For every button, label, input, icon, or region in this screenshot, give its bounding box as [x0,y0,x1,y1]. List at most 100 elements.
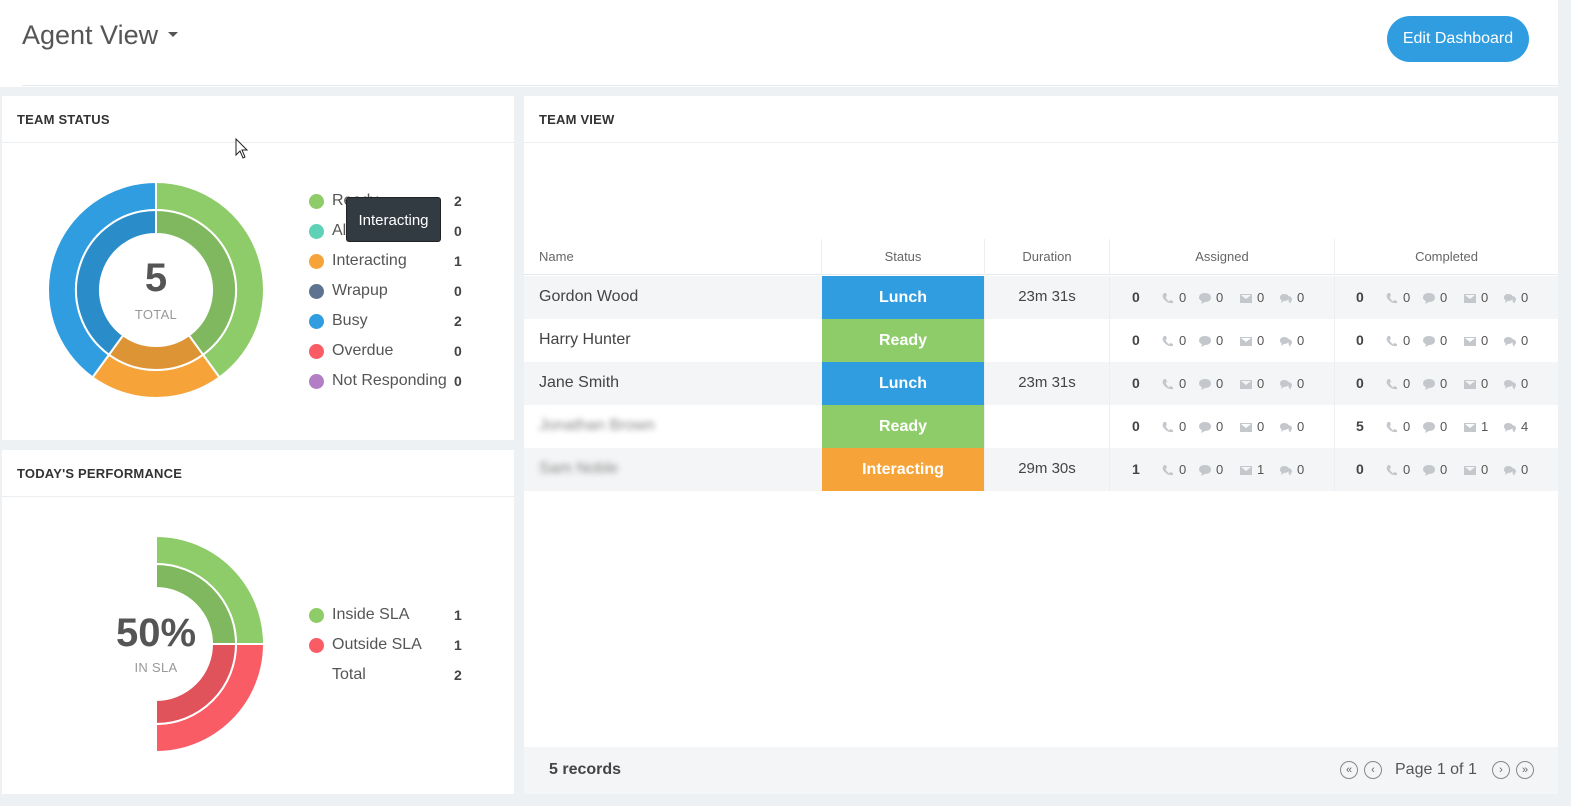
legend-item[interactable]: Inside SLA 1 [309,601,479,631]
column-separator [1334,405,1335,448]
legend-item[interactable]: Ready2 [309,187,479,217]
view-selector[interactable]: Agent View [22,20,179,51]
email-count-value: 0 [1481,462,1489,477]
legend-item[interactable]: Wrapup 0 [309,277,479,307]
message-count-value: 0 [1521,376,1529,391]
message-bubbles-icon [1504,423,1516,433]
completed-total: 0 [1356,289,1364,305]
performance-slice-inner-outside-sla [155,643,238,726]
chat-bubble-icon [1423,336,1435,347]
column-duration[interactable]: Duration [1022,249,1072,264]
table-row[interactable]: Jonathan Brown Ready 0 0 0 0 0 5 0 0 1 4 [524,405,1558,448]
page-indicator: Page 1 of 1 [1395,761,1477,778]
message-bubbles-icon [1504,294,1516,304]
voice-count-value: 0 [1179,462,1187,477]
legend-count: 2 [454,667,462,683]
legend-dot-icon [309,314,324,329]
legend-dot-icon [309,608,324,623]
header-divider [22,85,1558,86]
performance-card: TODAY'S PERFORMANCE 50% IN SLA Inside SL… [2,450,514,794]
phone-icon [1162,293,1173,304]
legend-item[interactable]: Not Responding 0 [309,367,479,397]
chat-count-value: 0 [1440,462,1448,477]
legend-item[interactable]: Busy 2 [309,307,479,337]
chat-count-value: 0 [1440,290,1448,305]
column-name[interactable]: Name [539,249,574,264]
legend-item[interactable]: Outside SLA 1 [309,631,479,661]
table-row[interactable]: Harry Hunter Ready 0 0 0 0 0 0 0 0 0 0 [524,319,1558,362]
status-duration: 23m 31s [1018,288,1076,305]
assigned-total: 0 [1132,375,1140,391]
team-view-title: TEAM VIEW [539,112,615,127]
next-page-icon[interactable]: › [1492,761,1510,779]
completed-total: 0 [1356,332,1364,348]
completed-counts: 5 0 0 1 4 [1356,418,1566,436]
team-status-donut[interactable] [46,180,266,400]
email-count-value: 1 [1257,462,1265,477]
edit-dashboard-button[interactable]: Edit Dashboard [1387,16,1529,62]
column-separator [821,239,822,275]
legend-item[interactable]: Total 2 [309,661,479,691]
sla-percent-label: IN SLA [134,660,178,675]
chat-bubble-icon [1423,465,1435,476]
legend-label: Total [332,666,366,683]
performance-donut[interactable] [46,534,266,754]
chat-count-value: 0 [1440,419,1448,434]
agent-name: Sam Noble [539,460,619,477]
legend-label: Interacting [332,252,407,269]
envelope-icon [1240,294,1252,303]
legend-label: Overdue [332,342,394,359]
legend-item[interactable]: Interacting 1 [309,247,479,277]
phone-icon [1386,422,1397,433]
voice-count-value: 0 [1403,419,1411,434]
table-row[interactable]: Jane Smith Lunch 23m 31s 0 0 0 0 0 0 0 0 0 0 [524,362,1558,405]
phone-icon [1162,336,1173,347]
sla-percent-value: 50% [115,611,197,655]
message-count-value: 0 [1297,333,1305,348]
column-separator [1334,448,1335,491]
email-count-value: 0 [1481,290,1489,305]
column-separator [1334,319,1335,362]
column-separator [984,319,985,362]
message-count-value: 0 [1297,419,1305,434]
first-page-icon[interactable]: « [1340,761,1358,779]
status-duration: 29m 30s [1018,460,1076,477]
column-status[interactable]: Status [884,249,922,264]
message-bubbles-icon [1280,380,1292,390]
top-bar: Agent View Edit Dashboard [0,0,1558,87]
column-completed[interactable]: Completed [1415,249,1478,264]
assigned-counts: 0 0 0 0 0 [1132,289,1342,307]
chat-count-value: 0 [1216,462,1224,477]
table-row[interactable]: Gordon Wood Lunch 23m 31s 0 0 0 0 0 0 0 0 0 0 [524,276,1558,319]
chat-bubble-icon [1199,379,1211,390]
envelope-icon [1464,337,1476,346]
assigned-counts: 1 0 0 1 0 [1132,461,1342,479]
last-page-icon[interactable]: » [1516,761,1534,779]
legend-count: 1 [454,607,462,623]
column-separator [984,448,985,491]
status-badge: Lunch [822,276,984,319]
card-divider [524,142,1558,143]
envelope-icon [1240,380,1252,389]
prev-page-icon[interactable]: ‹ [1364,761,1382,779]
legend-dot-icon [309,638,324,653]
performance-title: TODAY'S PERFORMANCE [17,466,183,481]
column-assigned[interactable]: Assigned [1195,249,1249,264]
assigned-total: 0 [1132,332,1140,348]
legend-item[interactable]: Overdue 0 [309,337,479,367]
legend-label: Inside SLA [332,606,410,623]
table-row[interactable]: Sam Noble Interacting 29m 30s 1 0 0 1 0 0 0 0 0 0 [524,448,1558,491]
message-bubbles-icon [1280,466,1292,476]
email-count-value: 0 [1257,376,1265,391]
column-separator [1109,448,1110,491]
legend-dot-icon [309,194,324,209]
message-bubbles-icon [1280,337,1292,347]
completed-counts: 0 0 0 0 0 [1356,289,1566,307]
status-badge: Lunch [822,362,984,405]
legend-item[interactable]: Alerting0 [309,217,479,247]
message-count-value: 0 [1521,333,1529,348]
email-count-value: 0 [1481,376,1489,391]
phone-icon [1162,422,1173,433]
envelope-icon [1240,423,1252,432]
status-badge: Ready [822,319,984,362]
